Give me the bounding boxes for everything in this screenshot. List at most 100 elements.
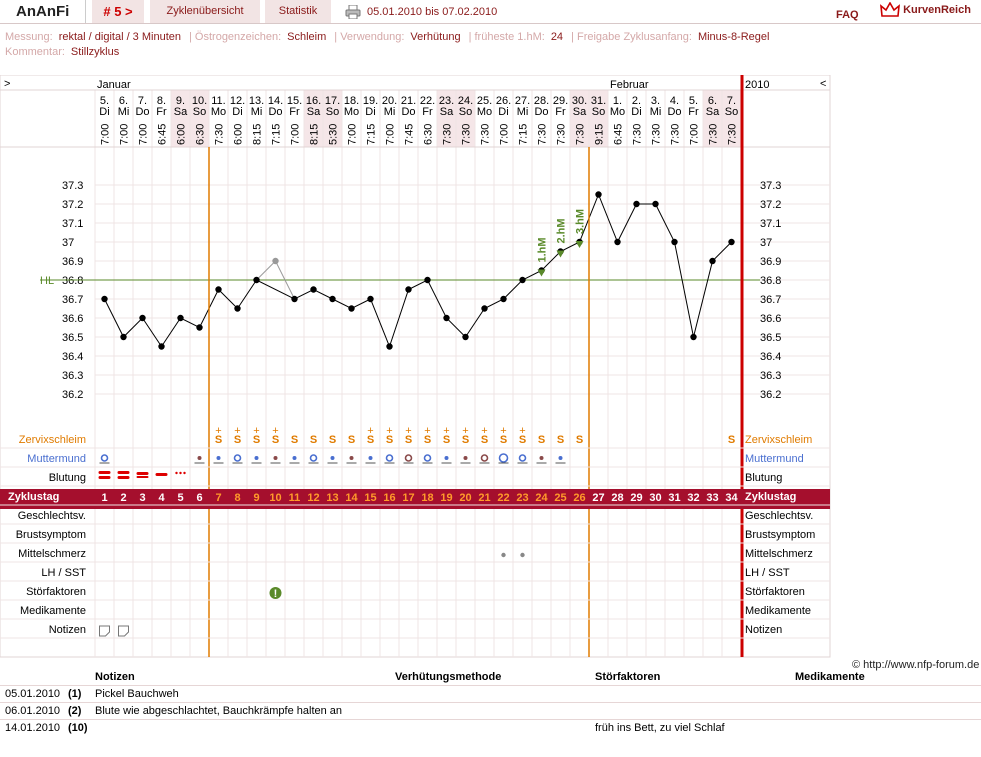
- day-date: 5.: [689, 95, 698, 107]
- cervical-mucus-symbol: S: [310, 434, 317, 446]
- cycle-navigation[interactable]: # 5 >: [92, 0, 144, 23]
- cycle-day-number: 2: [120, 492, 126, 504]
- cervical-mucus-symbol: S: [215, 434, 222, 446]
- month-label-february: Februar: [610, 79, 649, 91]
- measurement-time: 7:15: [366, 124, 378, 145]
- day-date: 6.: [119, 95, 128, 107]
- row-label-lh: LH / SST: [41, 567, 86, 579]
- year-label: 2010: [745, 79, 769, 91]
- mucus-plus-symbol: +: [367, 425, 373, 437]
- day-date: 18.: [344, 95, 359, 107]
- mucus-plus-symbol: +: [424, 425, 430, 437]
- temperature-point: [253, 276, 260, 284]
- day-weekday: Sa: [307, 106, 321, 118]
- table-row: 14.01.2010 (10) früh ins Bett, zu viel S…: [0, 719, 981, 736]
- previous-cycle-button: >: [4, 78, 10, 90]
- measurement-time: 7:00: [689, 124, 701, 145]
- temperature-point: [234, 305, 241, 312]
- day-weekday: Fr: [422, 106, 433, 118]
- cycle-day-number: 25: [554, 492, 566, 504]
- day-weekday: Fr: [289, 106, 300, 118]
- brand-logo[interactable]: KurvenReich: [880, 1, 971, 20]
- day-date: 28.: [534, 95, 549, 107]
- cycle-day-number: 21: [478, 492, 490, 504]
- excluded-segment: [275, 260, 295, 300]
- measurement-time: 7:00: [138, 124, 150, 145]
- row-label-muttermund: Muttermund: [27, 453, 86, 465]
- cycle-day-number: 16: [383, 492, 395, 504]
- cervix-closed-symbol: [349, 456, 354, 460]
- tab-statistics[interactable]: Statistik: [265, 0, 331, 23]
- cervix-closed-symbol: [197, 456, 202, 460]
- mittelschmerz-marker: [501, 552, 506, 558]
- y-tick-label-right: 37: [760, 237, 772, 249]
- day-weekday: Sa: [706, 106, 720, 118]
- y-tick-label-right: 36.5: [760, 332, 781, 344]
- temperature-point: [177, 314, 184, 322]
- meta-label: Kommentar:: [5, 46, 65, 58]
- measurement-time: 6:30: [195, 124, 207, 145]
- note-icon[interactable]: [118, 625, 129, 637]
- cervical-mucus-symbol: S: [557, 434, 564, 446]
- cycle-day-number: 28: [611, 492, 623, 504]
- higher-measurement-label: 3.hM: [575, 209, 587, 234]
- note-icon[interactable]: [99, 625, 110, 637]
- measurement-time: 6:45: [613, 124, 625, 145]
- y-tick-label: 36.5: [62, 332, 83, 344]
- cycle-day-number: 30: [649, 492, 661, 504]
- day-date: 17.: [325, 95, 340, 107]
- faq-link[interactable]: FAQ: [836, 9, 859, 21]
- weekend-column: [703, 90, 722, 147]
- row-label-zyklustag: Zyklustag: [8, 491, 59, 503]
- note-cycle-day: (10): [68, 722, 88, 734]
- cervix-closed-symbol: [368, 456, 373, 460]
- tab-cycle-overview[interactable]: Zyklenübersicht: [150, 0, 260, 23]
- temperature-point: [405, 286, 412, 293]
- row-label-right-zyklustag: Zyklustag: [745, 491, 796, 503]
- day-weekday: Di: [232, 106, 242, 118]
- meta-label: Freigabe Zyklusanfang:: [576, 31, 692, 43]
- copyright: © http://www.nfp-forum.de: [852, 659, 980, 671]
- meta-value: Verhütung: [410, 31, 461, 43]
- cycle-day-number: 9: [253, 492, 259, 504]
- printer-icon[interactable]: [345, 4, 361, 20]
- day-date: 12.: [230, 95, 245, 107]
- day-date: 8.: [157, 95, 166, 107]
- y-tick-label-right: 37.2: [760, 199, 781, 211]
- month-label-january: Januar: [97, 79, 131, 91]
- day-date: 23.: [439, 95, 454, 107]
- measurement-time: 7:00: [347, 124, 359, 145]
- measurement-time: 7:30: [632, 124, 644, 145]
- weekend-column: [437, 90, 456, 147]
- measurement-time: 7:30: [727, 124, 739, 145]
- y-tick-label: 36.4: [62, 351, 83, 363]
- temperature-point: [101, 295, 108, 303]
- measurement-time: 7:00: [290, 124, 302, 145]
- mucus-plus-symbol: +: [272, 425, 278, 437]
- measurement-time: 7:00: [385, 124, 397, 145]
- bleeding-light: [155, 473, 168, 476]
- y-tick-label: 36.7: [62, 294, 83, 306]
- day-date: 31.: [591, 95, 606, 107]
- measurement-time: 7:30: [708, 124, 720, 145]
- day-weekday: Do: [667, 106, 681, 118]
- bleeding-medium: [136, 472, 149, 475]
- bleeding-strong: [98, 471, 111, 474]
- top-navigation: AnAnFi # 5 > Zyklenübersicht Statistik 0…: [0, 0, 981, 24]
- measurement-time: 7:00: [100, 124, 112, 145]
- y-tick-label: 36.2: [62, 389, 83, 401]
- day-date: 7.: [138, 95, 147, 107]
- row-label-right-mittelschmerz: Mittelschmerz: [745, 548, 813, 560]
- day-weekday: So: [326, 106, 339, 118]
- cervix-closed-symbol: [216, 456, 221, 460]
- disturbance-icon: [269, 587, 282, 599]
- cycle-day-number: 23: [516, 492, 528, 504]
- meta-label: früheste 1.hM:: [474, 31, 545, 43]
- cervix-closed-symbol: [444, 456, 449, 460]
- cervical-mucus-symbol: S: [500, 434, 507, 446]
- y-tick-label: 36.9: [62, 256, 83, 268]
- cervix-open-symbol: [518, 454, 527, 462]
- day-date: 9.: [176, 95, 185, 107]
- row-label-right-geschlechtsverkehr: Geschlechtsv.: [745, 510, 813, 522]
